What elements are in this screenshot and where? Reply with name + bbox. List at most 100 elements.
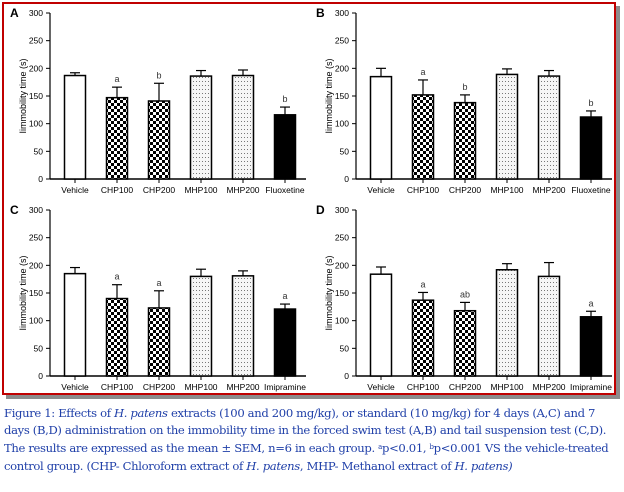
panel-letter: A <box>10 6 19 20</box>
y-tick-label: 250 <box>29 36 43 46</box>
bar-mhp100 <box>189 75 213 180</box>
bar-mhp100 <box>495 269 519 377</box>
x-tick-label: CHP200 <box>449 382 481 392</box>
significance-label: a <box>282 291 287 301</box>
bar-mhp200 <box>537 275 561 377</box>
significance-label: b <box>462 82 467 92</box>
bar-chp200 <box>453 309 477 377</box>
panel-a: A 0 50 100 150 200 250 300 Iimmobility time (s) V… <box>6 4 312 199</box>
x-tick-label: CHP100 <box>407 185 439 195</box>
y-tick-label: 200 <box>29 63 43 73</box>
bar-mhp200 <box>231 275 255 377</box>
y-tick-label: 50 <box>340 146 350 156</box>
significance-label: b <box>588 98 593 108</box>
significance-label: b <box>156 70 161 80</box>
bar-chp200 <box>147 100 171 180</box>
x-tick-label: CHP100 <box>101 185 133 195</box>
x-tick-label: Vehicle <box>367 185 395 195</box>
y-tick-label: 0 <box>344 174 349 184</box>
panel-d: D 0 50 100 150 200 250 300 Iimmobility time (s) V… <box>312 201 618 396</box>
panel-b: B 0 50 100 150 200 250 300 Iimmobility time (s) V… <box>312 4 618 199</box>
x-tick-label: MHP100 <box>184 382 217 392</box>
y-tick-label: 300 <box>29 205 43 215</box>
panel-letter: B <box>316 6 325 20</box>
chart-panel-a: A 0 50 100 150 200 250 300 Iimmobility time (s) V… <box>10 6 306 195</box>
y-tick-label: 50 <box>340 343 350 353</box>
y-tick-label: 100 <box>335 119 349 129</box>
significance-label: a <box>588 298 593 308</box>
x-tick-label: CHP200 <box>143 185 175 195</box>
y-tick-label: 300 <box>335 8 349 18</box>
x-tick-label: Fluoxetine <box>265 185 304 195</box>
x-tick-label: CHP200 <box>143 382 175 392</box>
caption-species: H. patens) <box>454 458 513 473</box>
y-tick-label: 200 <box>29 260 43 270</box>
x-tick-label: Imipramine <box>570 382 612 392</box>
y-tick-label: 150 <box>29 288 43 298</box>
bar-vehicle <box>369 273 393 377</box>
y-tick-label: 250 <box>335 36 349 46</box>
bar-mhp200 <box>231 74 255 180</box>
significance-label: b <box>282 94 287 104</box>
bar-vehicle <box>63 74 87 180</box>
panel-letter: C <box>10 203 19 217</box>
bar-chp200 <box>147 307 171 377</box>
x-tick-label: MHP200 <box>532 382 565 392</box>
panel-letter: D <box>316 203 325 217</box>
y-tick-label: 0 <box>38 371 43 381</box>
x-tick-label: MHP200 <box>532 185 565 195</box>
y-axis-label: Iimmobility time (s) <box>324 58 334 133</box>
significance-label: a <box>420 279 425 289</box>
y-tick-label: 150 <box>335 91 349 101</box>
x-tick-label: CHP100 <box>101 382 133 392</box>
bar-mhp200 <box>537 75 561 180</box>
y-tick-label: 300 <box>335 205 349 215</box>
caption-mhp: , MHP- Methanol extract of <box>299 458 455 473</box>
caption-sup-a: a <box>378 443 382 452</box>
x-tick-label: CHP100 <box>407 382 439 392</box>
y-tick-label: 0 <box>38 174 43 184</box>
chart-panel-d: D 0 50 100 150 200 250 300 Iimmobility time (s) V… <box>316 203 612 392</box>
y-tick-label: 300 <box>29 8 43 18</box>
chart-panel-c: C 0 50 100 150 200 250 300 Iimmobility time (s) V… <box>10 203 306 392</box>
bar-mhp100 <box>189 275 213 377</box>
caption-prefix: Figure 1: Effects of <box>4 406 114 420</box>
bar-imipramine <box>273 308 297 377</box>
bar-mhp100 <box>495 73 519 180</box>
caption-species: H. patens <box>114 406 168 420</box>
bar-chp100 <box>105 96 129 180</box>
significance-label: a <box>114 272 119 282</box>
bar-fluoxetine <box>579 116 603 180</box>
x-tick-label: Vehicle <box>61 185 89 195</box>
x-tick-label: MHP100 <box>490 185 523 195</box>
bar-vehicle <box>63 272 87 377</box>
significance-label: a <box>156 278 161 288</box>
bar-vehicle <box>369 75 393 180</box>
y-axis-label: Iimmobility time (s) <box>18 58 28 133</box>
caption-sup-b: b <box>429 443 435 452</box>
x-tick-label: MHP200 <box>226 185 259 195</box>
x-tick-label: MHP100 <box>184 185 217 195</box>
bar-imipramine <box>579 316 603 377</box>
significance-label: ab <box>460 289 470 299</box>
figure-caption: Figure 1: Effects of H. patens extracts … <box>4 405 620 475</box>
caption-species: H. patens <box>246 458 300 473</box>
bar-chp100 <box>411 94 435 180</box>
x-tick-label: MHP200 <box>226 382 259 392</box>
y-tick-label: 200 <box>335 260 349 270</box>
y-tick-label: 100 <box>29 119 43 129</box>
caption-body: extracts (100 and 200 mg/kg), or standar… <box>4 406 607 456</box>
bar-chp100 <box>411 299 435 377</box>
y-tick-label: 250 <box>335 233 349 243</box>
significance-label: a <box>114 74 119 84</box>
y-tick-label: 150 <box>29 91 43 101</box>
x-tick-label: Vehicle <box>367 382 395 392</box>
bar-chp200 <box>453 101 477 180</box>
y-tick-label: 100 <box>335 316 349 326</box>
x-tick-label: CHP200 <box>449 185 481 195</box>
x-tick-label: MHP100 <box>490 382 523 392</box>
caption-pvalue-b: p<0.001 VS the vehicle-treated control g… <box>4 441 609 473</box>
y-tick-label: 200 <box>335 63 349 73</box>
x-tick-label: Imipramine <box>264 382 306 392</box>
bar-fluoxetine <box>273 114 297 180</box>
